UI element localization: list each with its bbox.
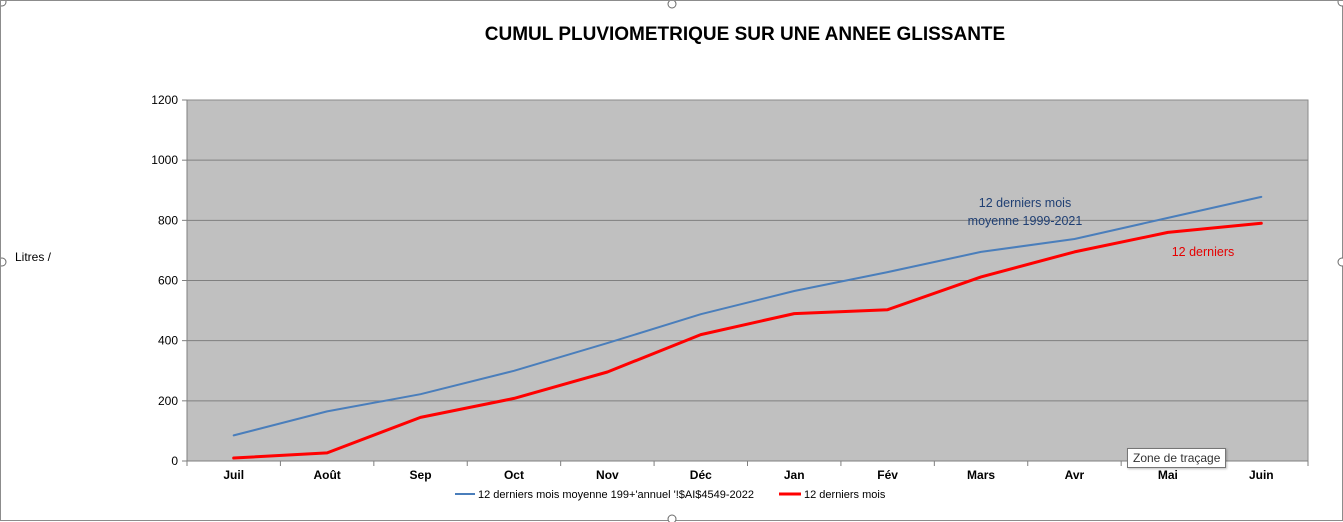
tooltip-plot-area: Zone de traçage: [1127, 448, 1227, 468]
y-tick-label: 1200: [151, 93, 178, 107]
resize-handle[interactable]: [1, 257, 7, 267]
y-tick-label: 1000: [151, 153, 178, 167]
x-tick-label: Juin: [1249, 468, 1274, 482]
series-line-1: [232, 195, 1263, 437]
resize-handle[interactable]: [1, 1, 7, 7]
legend-label-1: 12 derniers mois moyenne 199+'annuel '!$…: [478, 489, 754, 501]
legend-label-2: 12 derniers mois: [804, 489, 886, 501]
annotation-last-12: 12 derniers: [1172, 245, 1235, 259]
resize-handle[interactable]: [1337, 1, 1343, 7]
resize-handle[interactable]: [667, 1, 677, 9]
x-tick-label: Juil: [223, 468, 244, 482]
annotation-average: moyenne 1999-2021: [968, 214, 1083, 228]
x-tick-label: Jan: [784, 468, 805, 482]
x-tick-label: Août: [313, 468, 340, 482]
x-tick-label: Oct: [504, 468, 524, 482]
x-tick-label: Sep: [410, 468, 432, 482]
series-line-2: [232, 221, 1263, 460]
x-tick-label: Déc: [690, 468, 712, 482]
y-tick-label: 600: [158, 274, 178, 288]
x-tick-label: Mars: [967, 468, 995, 482]
x-tick-label: Mai: [1158, 468, 1178, 482]
chart-title: CUMUL PLUVIOMETRIQUE SUR UNE ANNEE GLISS…: [485, 24, 1005, 45]
y-tick-label: 400: [158, 334, 178, 348]
y-axis-label: Litres /: [15, 250, 52, 264]
resize-handle[interactable]: [667, 514, 677, 522]
x-tick-label: Nov: [596, 468, 619, 482]
y-tick-label: 800: [158, 213, 178, 227]
y-tick-label: 200: [158, 394, 178, 408]
annotation-average: 12 derniers mois: [979, 196, 1071, 210]
resize-handle[interactable]: [1337, 257, 1343, 267]
y-tick-label: 0: [171, 454, 178, 468]
x-tick-label: Fév: [877, 468, 898, 482]
x-tick-label: Avr: [1065, 468, 1085, 482]
